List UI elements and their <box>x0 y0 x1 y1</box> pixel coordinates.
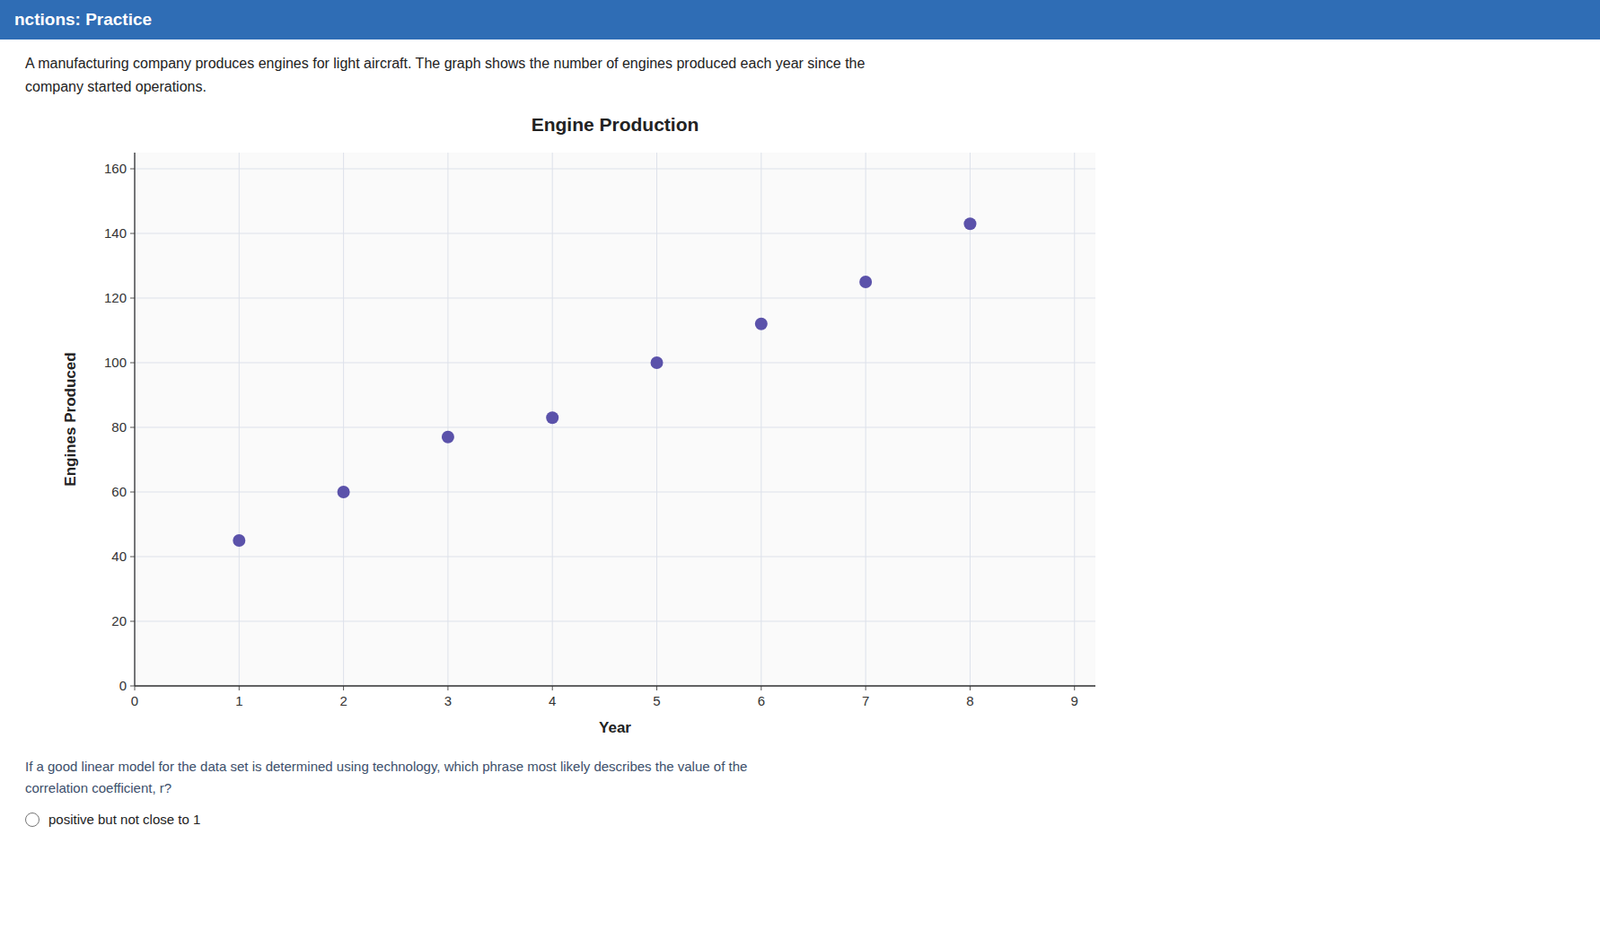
x-tick-label: 0 <box>131 693 139 709</box>
x-tick <box>865 685 867 691</box>
plot-background <box>134 152 1096 686</box>
paragraph-line: company started operations. <box>25 75 1575 99</box>
y-axis-line <box>133 152 135 686</box>
x-tick <box>447 685 449 691</box>
grid <box>134 152 1096 686</box>
y-tick <box>130 621 135 623</box>
y-grid-line <box>134 298 1096 299</box>
question-line: correlation coefficient, r? <box>25 777 1575 800</box>
scatter-point <box>650 356 664 370</box>
scatter-point <box>545 411 559 424</box>
y-tick <box>130 298 135 299</box>
chart-container: 0 1 2 3 4 5 6 7 8 9 0 20 40 60 80 100 120 140 160 Engine Pr… <box>0 102 1600 753</box>
y-grid-line <box>134 492 1096 493</box>
y-tick-label: 20 <box>111 613 127 629</box>
x-tick-label: 5 <box>652 693 660 709</box>
answer-row: positive but not close to 1 <box>0 802 1600 836</box>
x-axis-label: Year <box>598 719 632 737</box>
y-tick-label: 140 <box>104 225 127 241</box>
x-tick <box>656 685 658 691</box>
y-tick-label: 100 <box>104 354 127 370</box>
question-line: If a good linear model for the data set … <box>25 756 1575 778</box>
x-grid-line <box>656 152 658 686</box>
x-axis-line <box>134 685 1096 686</box>
x-tick-label: 1 <box>235 693 243 709</box>
x-tick <box>238 685 240 691</box>
y-tick-label: 0 <box>119 677 127 694</box>
y-tick-label: 160 <box>104 160 127 176</box>
scatter-point <box>755 317 768 331</box>
chart: 0 1 2 3 4 5 6 7 8 9 0 20 40 60 80 100 120 140 160 Engine Pr… <box>53 102 1132 749</box>
chart-title: Engine Production <box>531 114 700 135</box>
x-grid-line <box>865 152 867 686</box>
x-grid-line <box>969 152 971 686</box>
y-tick-label: 60 <box>111 483 127 500</box>
axes: 0 1 2 3 4 5 6 7 8 9 0 20 40 60 80 100 120 140 160 <box>104 152 1096 709</box>
y-tick <box>130 362 135 364</box>
x-tick-label: 4 <box>548 693 556 709</box>
y-grid-line <box>134 233 1096 235</box>
header: nctions: Practice <box>0 0 1600 40</box>
scatter-point <box>963 217 976 230</box>
x-tick <box>760 685 762 691</box>
x-grid-line <box>1073 152 1075 686</box>
x-tick <box>134 685 136 691</box>
x-grid-line <box>447 152 449 686</box>
y-tick <box>130 233 135 235</box>
y-grid-line <box>134 556 1096 558</box>
scatter-point <box>337 485 351 499</box>
x-tick <box>552 685 554 691</box>
x-tick-label: 9 <box>1071 693 1079 709</box>
y-grid-line <box>134 362 1096 364</box>
y-grid-line <box>134 621 1096 623</box>
x-tick <box>342 685 344 691</box>
x-tick-label: 8 <box>966 693 974 709</box>
x-tick-label: 2 <box>339 693 347 709</box>
y-tick <box>130 685 135 687</box>
y-tick <box>130 556 135 558</box>
x-tick <box>1073 685 1075 691</box>
y-tick-label: 80 <box>111 419 127 435</box>
x-tick-label: 6 <box>757 693 765 709</box>
y-tick <box>130 492 135 493</box>
scatter-point <box>232 534 246 547</box>
x-tick-label: 3 <box>444 693 452 709</box>
x-tick <box>969 685 971 691</box>
x-grid-line <box>342 152 344 686</box>
scatter-point <box>859 275 872 289</box>
y-tick <box>130 168 135 170</box>
y-tick <box>130 427 135 429</box>
answer-text[interactable]: positive but not close to 1 <box>48 811 201 827</box>
scatter-point <box>441 430 455 444</box>
question: If a good linear model for the data set … <box>0 752 1600 803</box>
x-tick-label: 7 <box>861 693 870 709</box>
x-grid-line <box>238 152 240 686</box>
x-grid-line <box>134 152 136 686</box>
x-grid-line <box>760 152 762 686</box>
y-grid-line <box>134 427 1096 429</box>
paragraph: A manufacturing company produces engines… <box>0 39 1600 103</box>
y-tick-label: 40 <box>111 548 127 564</box>
paragraph-line: A manufacturing company produces engines… <box>25 52 1575 76</box>
y-tick-label: 120 <box>104 290 127 306</box>
points <box>232 217 976 547</box>
y-grid-line <box>134 168 1096 170</box>
y-axis-label: Engines Produced <box>61 351 80 486</box>
answer-radio[interactable] <box>25 812 40 827</box>
y-grid-line <box>134 685 1096 687</box>
